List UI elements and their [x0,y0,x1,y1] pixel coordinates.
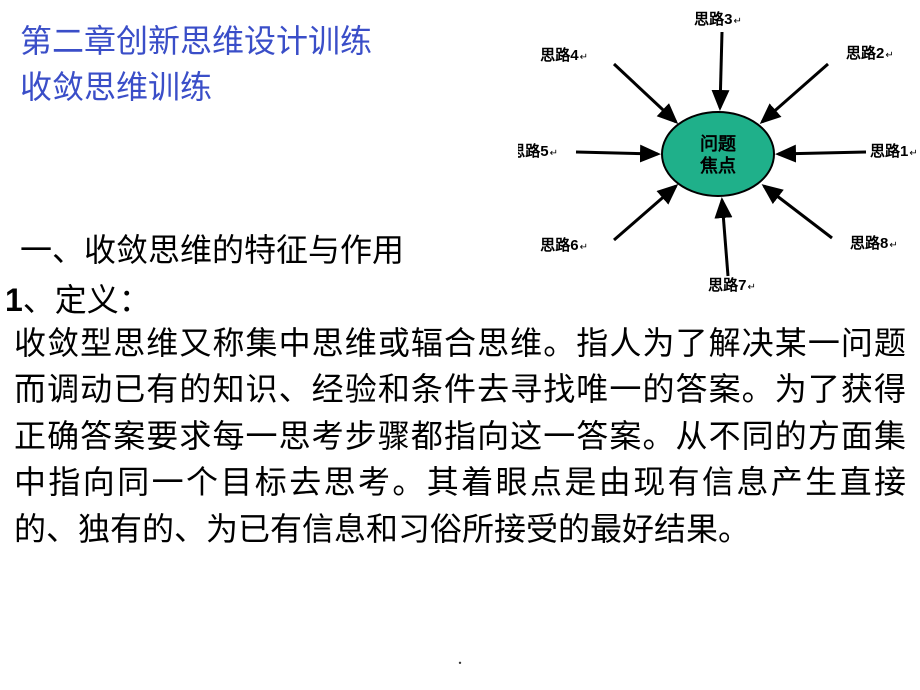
slide-title-block: 第二章创新思维设计训练 收敛思维训练 [20,18,372,111]
definition-number: 1 [5,282,23,318]
definition-label: 、定义： [23,282,151,318]
body-paragraph: 收敛型思维又称集中思维或辐合思维。指人为了解决某一问题而调动已有的知识、经验和条… [14,320,906,552]
diagram-svg: 思路1↵思路2↵思路3↵思路4↵思路5↵思路6↵思路7↵思路8↵问题焦点 [518,2,918,302]
convergence-diagram: 思路1↵思路2↵思路3↵思路4↵思路5↵思路6↵思路7↵思路8↵问题焦点 [518,2,918,302]
diagram-arrow-8 [764,186,832,238]
diagram-arrow-6 [614,186,676,240]
diagram-arrow-5 [576,152,658,154]
diagram-arrow-2 [762,64,828,122]
diagram-arrow-7 [722,200,728,276]
diagram-arrow-3 [720,32,722,108]
section-heading: 一、收敛思维的特征与作用 [20,225,404,271]
slide-page: 第二章创新思维设计训练 收敛思维训练 一、收敛思维的特征与作用 1、定义： 收敛… [0,0,920,690]
diagram-center-ellipse [662,112,774,196]
diagram-node-label-2: 思路2↵ [846,44,894,62]
diagram-node-label-7: 思路7↵ [708,276,756,294]
footer-mark: . [458,647,463,670]
title-line-1: 第二章创新思维设计训练 [20,18,372,64]
diagram-node-label-1: 思路1↵ [870,142,918,160]
diagram-node-label-8: 思路8↵ [850,234,898,252]
diagram-node-label-6: 思路6↵ [540,236,588,254]
diagram-arrow-4 [614,64,676,122]
diagram-node-label-4: 思路4↵ [540,46,588,64]
diagram-node-label-5: 思路5↵ [518,142,558,160]
title-line-2: 收敛思维训练 [20,64,372,110]
definition-heading: 1、定义： [5,275,151,321]
diagram-node-label-3: 思路3↵ [694,10,742,28]
diagram-arrow-1 [778,152,866,154]
